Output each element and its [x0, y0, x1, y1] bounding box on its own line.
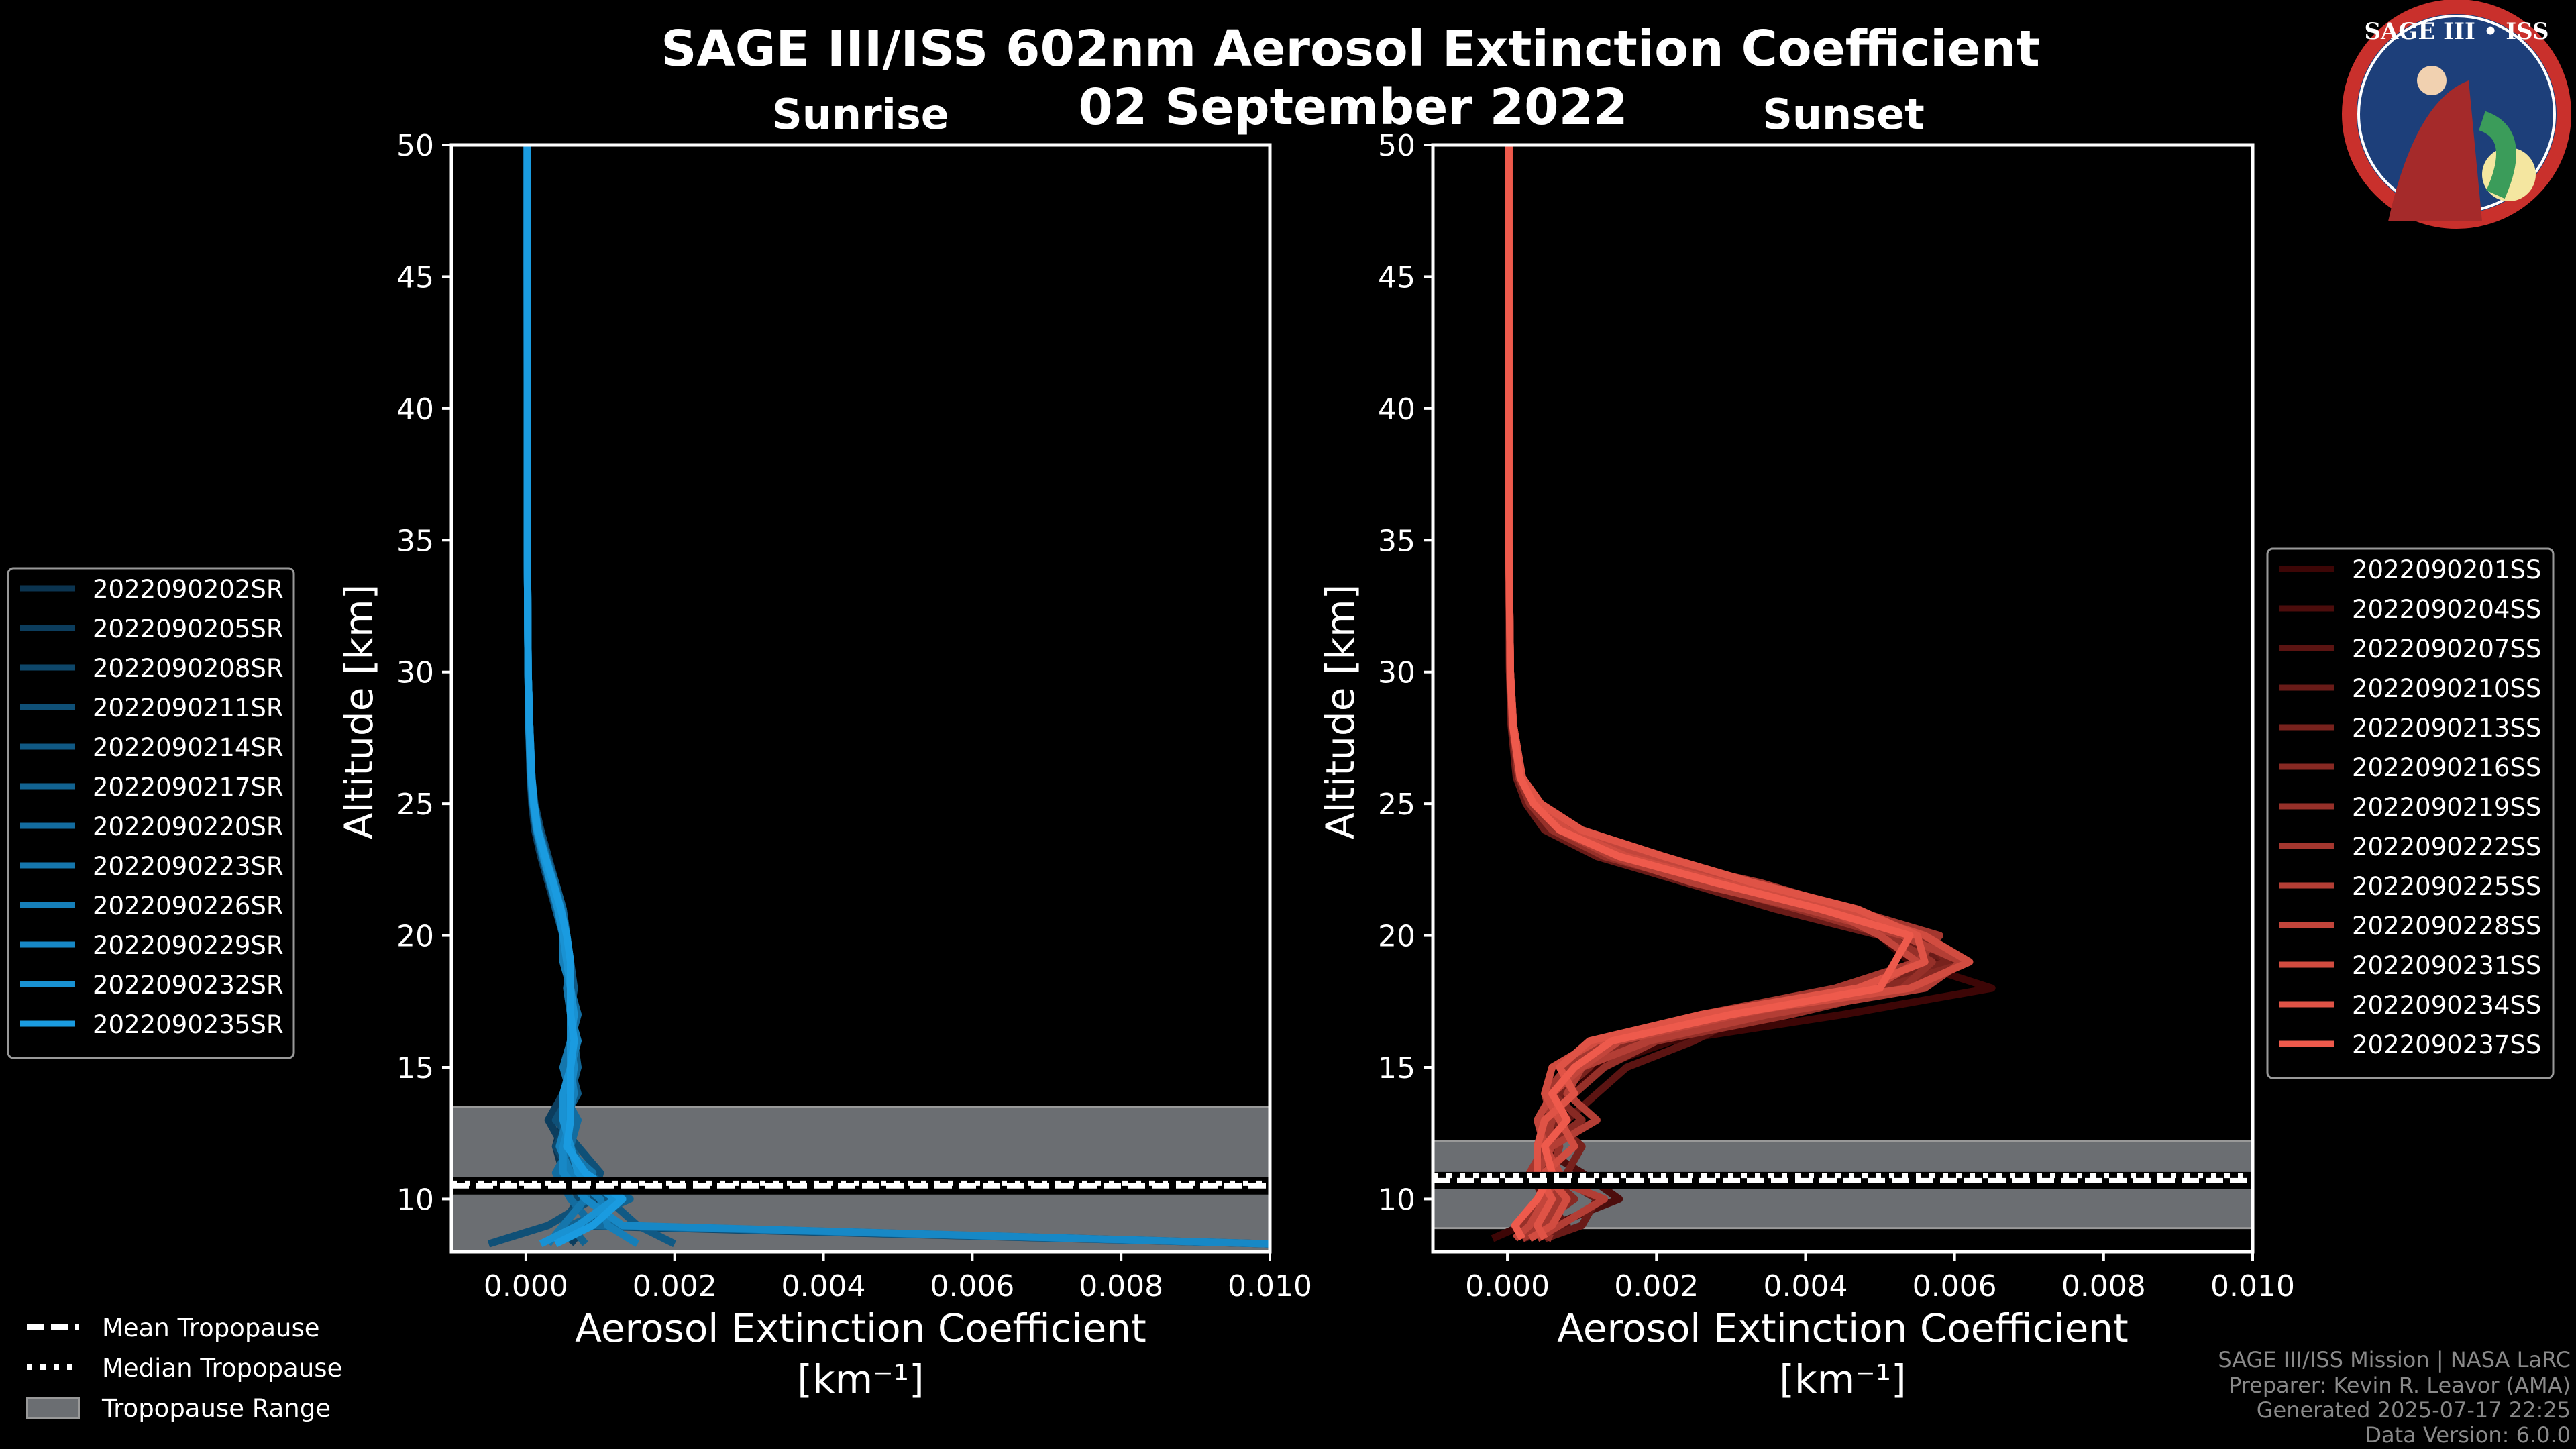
x-tick-label: 0.004	[1763, 1269, 1847, 1303]
footer-line: Data Version: 6.0.0	[2365, 1422, 2571, 1448]
profile-lines	[1491, 145, 1996, 1242]
x-axis-unit: [km⁻¹]	[797, 1356, 924, 1402]
legend-label: 2022090202SR	[93, 575, 284, 604]
legend-label: 2022090231SS	[2352, 951, 2541, 980]
profile-line-2022090235SR	[523, 145, 627, 1248]
tropopause-range-label: Tropopause Range	[101, 1394, 331, 1423]
sage-iii-iss-logo: SAGE III • ISS	[2342, 0, 2571, 229]
y-tick-label: 45	[1378, 260, 1415, 294]
legend-label: 2022090235SR	[93, 1010, 284, 1039]
mean-tropopause-label: Mean Tropopause	[102, 1313, 320, 1342]
sunrise-panel: 0.000 0.002 0.004 0.006 0.008 0.010 10 15 20 25 30…	[336, 129, 1312, 1402]
legend-label: 2022090207SS	[2352, 635, 2541, 663]
legend-label: 2022090222SS	[2352, 833, 2541, 861]
y-tick-label: 40	[1378, 392, 1415, 427]
y-tick-label: 45	[396, 260, 434, 294]
x-tick-label: 0.006	[1913, 1269, 1997, 1303]
y-tick-label: 30	[1378, 656, 1415, 690]
legend-label: 2022090210SS	[2352, 674, 2541, 703]
x-tick-label: 0.002	[633, 1269, 717, 1303]
footer-line: SAGE III/ISS Mission | NASA LaRC	[2218, 1347, 2571, 1373]
x-tick-label: 0.010	[1228, 1269, 1312, 1303]
footer-credits: SAGE III/ISS Mission | NASA LaRC Prepare…	[2218, 1347, 2571, 1448]
legend-label: 2022090211SR	[93, 694, 284, 722]
plot-area	[451, 145, 1270, 1252]
legend-label: 2022090225SS	[2352, 872, 2541, 901]
y-tick-label: 10	[1378, 1183, 1415, 1217]
y-tick-label: 30	[396, 656, 434, 690]
legend-label: 2022090234SS	[2352, 991, 2541, 1020]
legend-label: 2022090229SR	[93, 931, 284, 960]
plot-frame	[449, 143, 1272, 1254]
x-tick-label: 0.004	[782, 1269, 866, 1303]
legend-frame	[7, 567, 295, 1059]
x-axis-label: Aerosol Extinction Coefficient	[575, 1305, 1146, 1351]
legend-label: 2022090201SS	[2352, 555, 2541, 584]
x-tick-label: 0.006	[930, 1269, 1014, 1303]
x-tick-label: 0.008	[2061, 1269, 2146, 1303]
profile-line-2022090237SS	[1505, 145, 1914, 1241]
tropopause-range-swatch	[26, 1397, 80, 1419]
legend-label: 2022090223SR	[93, 852, 284, 881]
legend-label: 2022090219SS	[2352, 793, 2541, 822]
x-tick-label: 0.008	[1079, 1269, 1163, 1303]
profile-lines	[487, 145, 1270, 1248]
x-tick-label: 0.010	[2210, 1269, 2295, 1303]
y-tick-label: 20	[396, 920, 434, 954]
legend-label: 2022090205SR	[93, 614, 284, 643]
y-tick-label: 40	[396, 392, 434, 427]
legend-label: 2022090204SS	[2352, 595, 2541, 624]
y-tick-label: 25	[1378, 788, 1415, 822]
legend-label: 2022090228SS	[2352, 912, 2541, 941]
y-tick-label: 50	[396, 129, 434, 163]
median-tropopause-label: Median Tropopause	[102, 1354, 342, 1383]
tropopause-legend: Mean Tropopause Median Tropopause Tropop…	[26, 1313, 342, 1423]
legend-label: 2022090217SR	[93, 773, 284, 802]
y-tick-label: 15	[396, 1051, 434, 1085]
legend-label: 2022090226SR	[93, 892, 284, 920]
sunset-panel-title: Sunset	[1762, 90, 1925, 139]
legend-label: 2022090220SR	[93, 812, 284, 841]
plot-frame	[1431, 143, 2255, 1254]
legend-label: 2022090213SS	[2352, 714, 2541, 743]
y-tick-label: 35	[1378, 524, 1415, 558]
sunset-panel: 0.000 0.002 0.004 0.006 0.008 0.010 10 15 20 25 30…	[1318, 129, 2295, 1402]
figure-date: 02 September 2022	[1078, 78, 1627, 136]
footer-line: Preparer: Kevin R. Leavor (AMA)	[2229, 1373, 2571, 1398]
sunrise-panel-title: Sunrise	[772, 90, 949, 139]
y-tick-label: 35	[396, 524, 434, 558]
y-tick-label: 50	[1378, 129, 1415, 163]
x-axis-label: Aerosol Extinction Coefficient	[1557, 1305, 2129, 1351]
logo-text: SAGE III • ISS	[2364, 18, 2548, 45]
y-axis-label: Altitude [km]	[336, 584, 382, 839]
legend-label: 2022090208SR	[93, 654, 284, 683]
y-axis-label: Altitude [km]	[1318, 584, 1363, 839]
legend-label: 2022090214SR	[93, 733, 284, 762]
legend-frame	[2266, 547, 2555, 1079]
x-tick-label: 0.000	[484, 1269, 568, 1303]
legend-label: 2022090232SR	[93, 971, 284, 1000]
sunset-legend: 2022090201SS 2022090204SS 2022090207SS 2022…	[2266, 547, 2555, 1079]
x-axis-unit: [km⁻¹]	[1779, 1356, 1906, 1402]
y-tick-label: 20	[1378, 920, 1415, 954]
figure-title: SAGE III/ISS 602nm Aerosol Extinction Co…	[661, 20, 2040, 78]
legend-label: 2022090216SS	[2352, 753, 2541, 782]
footer-line: Generated 2025-07-17 22:25	[2257, 1397, 2571, 1423]
y-tick-label: 10	[396, 1183, 434, 1217]
x-tick-label: 0.000	[1465, 1269, 1550, 1303]
sunrise-legend: 2022090202SR 2022090205SR 2022090208SR 2022…	[7, 567, 295, 1059]
legend-label: 2022090237SS	[2352, 1030, 2541, 1059]
y-tick-label: 25	[396, 788, 434, 822]
y-tick-label: 15	[1378, 1051, 1415, 1085]
x-tick-label: 0.002	[1614, 1269, 1699, 1303]
